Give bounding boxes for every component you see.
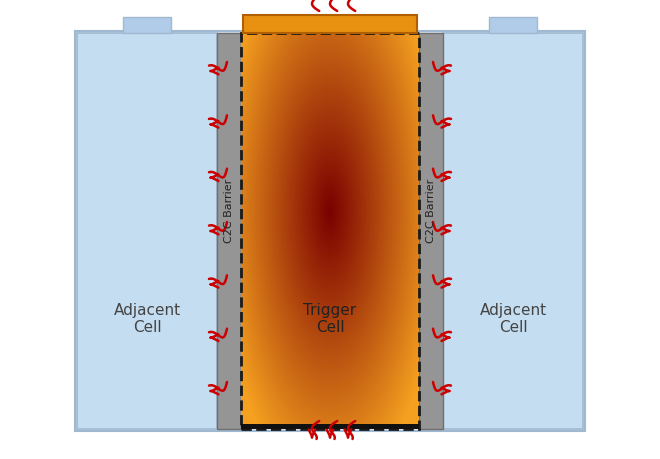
Bar bbox=[241, 424, 419, 429]
Bar bbox=[489, 17, 537, 33]
Bar bbox=[443, 33, 583, 429]
Text: C2C Barrier: C2C Barrier bbox=[224, 179, 234, 243]
Text: Adjacent
Cell: Adjacent Cell bbox=[479, 303, 546, 335]
Bar bbox=[217, 33, 241, 429]
Bar bbox=[123, 17, 171, 33]
Bar bbox=[241, 33, 419, 429]
Bar bbox=[243, 15, 417, 33]
Bar bbox=[419, 33, 443, 429]
Text: C2C Barrier: C2C Barrier bbox=[426, 179, 436, 243]
Bar bbox=[75, 31, 585, 431]
Text: Trigger
Cell: Trigger Cell bbox=[304, 303, 356, 335]
Text: Adjacent
Cell: Adjacent Cell bbox=[114, 303, 181, 335]
Bar bbox=[77, 33, 217, 429]
